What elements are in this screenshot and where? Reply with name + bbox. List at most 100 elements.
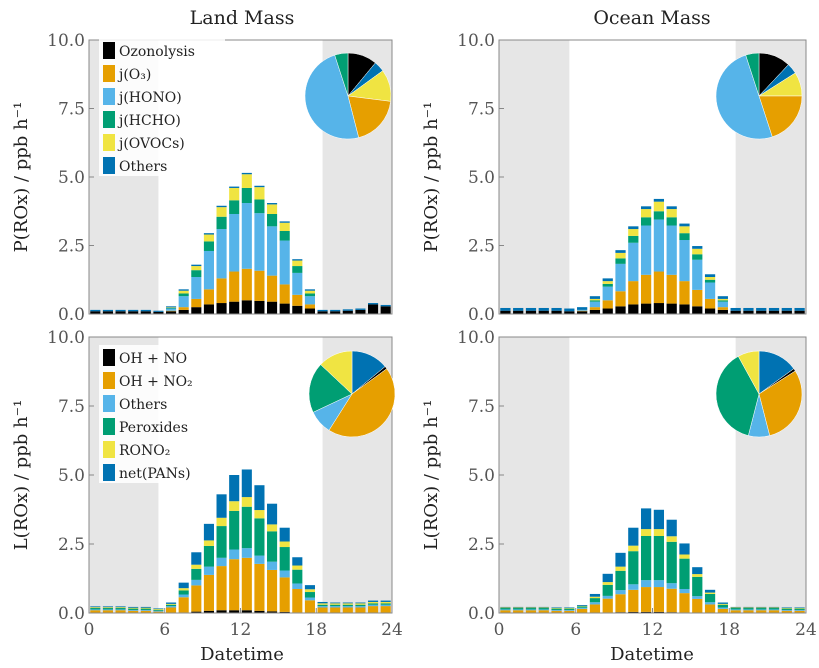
bar-segment: [564, 610, 575, 613]
bar-segment: [304, 585, 315, 590]
y-tick-label: 0.0: [468, 305, 495, 325]
legend-box: [99, 345, 225, 483]
bar-segment: [304, 289, 315, 291]
bar-segment: [525, 608, 537, 610]
bar-segment: [90, 311, 101, 314]
y-tick-label: 10.0: [457, 31, 495, 51]
bar-segment: [292, 305, 303, 314]
bar-segment: [717, 296, 728, 299]
legend-swatch: [103, 441, 115, 458]
bar-segment: [602, 598, 613, 613]
y-tick-label: 10.0: [457, 328, 495, 348]
bar-segment: [551, 307, 562, 311]
y-tick-label: 10.0: [47, 328, 85, 348]
bar-segment: [513, 606, 524, 608]
bar-segment: [640, 508, 652, 530]
bar-segment: [355, 606, 366, 608]
bar-segment: [628, 527, 639, 546]
bar-segment: [564, 608, 575, 609]
bar-segment: [102, 610, 113, 613]
legend-label: j(HONO): [117, 90, 182, 106]
panel-ocean-production: 0.0 2.5 5.0 7.5 10.0 P(ROx) / ppb h⁻¹: [421, 31, 807, 325]
bar-segment: [153, 609, 164, 611]
bar-segment: [267, 611, 278, 613]
bar-segment: [140, 609, 151, 611]
bar-segment: [679, 226, 690, 234]
legend-swatch: [103, 464, 115, 481]
bar-segment: [166, 306, 177, 308]
bar-segment: [355, 602, 366, 604]
bar-segment: [380, 304, 391, 307]
x-tick-label: 12: [642, 620, 664, 640]
bar-segment: [241, 548, 252, 558]
bar-segment: [368, 606, 379, 613]
bar-segment: [743, 608, 754, 610]
bar-segment: [794, 608, 805, 609]
bar-segment: [692, 306, 703, 314]
bar-segment: [166, 606, 177, 608]
y-tick-label: 7.5: [468, 397, 495, 417]
bar-segment: [203, 566, 214, 575]
bar-segment: [241, 172, 252, 175]
bar-segment: [551, 610, 562, 613]
bar-segment: [538, 607, 549, 609]
bar-segment: [768, 606, 780, 608]
bar-segment: [679, 233, 690, 241]
bar-segment: [254, 270, 265, 301]
bar-segment: [140, 606, 151, 608]
bar-segment: [717, 307, 728, 310]
bar-segment: [90, 309, 101, 312]
bar-segment: [254, 300, 265, 314]
bar-segment: [628, 545, 639, 552]
bar-segment: [342, 602, 353, 604]
bar-segment: [241, 469, 252, 498]
bar-segment: [500, 608, 511, 610]
pie-slice: [304, 54, 359, 140]
bar-segment: [666, 303, 677, 314]
bar-segment: [513, 307, 524, 311]
bar-segment: [666, 519, 677, 537]
bar-segment: [589, 300, 601, 302]
bar-segment: [241, 506, 252, 549]
bar-segment: [279, 240, 290, 285]
pie-slice: [347, 95, 391, 138]
bar-segment: [191, 264, 202, 267]
bar-segment: [756, 609, 767, 611]
bar-segment: [178, 296, 189, 308]
bar-segment: [640, 303, 652, 314]
pie-slice: [737, 350, 760, 395]
bar-segment: [730, 307, 741, 311]
bar-segment: [717, 608, 728, 613]
bar-segment: [203, 610, 214, 613]
bar-segment: [191, 552, 202, 565]
bar-segment: [768, 610, 780, 613]
bar-segment: [628, 304, 639, 314]
bar-segment: [267, 275, 278, 302]
bar-segment: [781, 307, 792, 311]
bar-segment: [254, 199, 265, 214]
legend-label: j(O₃): [117, 67, 151, 83]
bar-segment: [191, 266, 202, 271]
bar-segment: [589, 309, 601, 314]
y-tick-label: 0.0: [58, 305, 85, 325]
x-tick-label: 24: [795, 620, 817, 640]
bar-segment: [628, 589, 639, 612]
bar-segment: [525, 307, 537, 311]
bar-segment: [140, 608, 151, 610]
bar-segment: [577, 607, 588, 609]
bar-segment: [640, 535, 652, 581]
bar-segment: [538, 310, 549, 314]
legend-label: Ozonolysis: [119, 44, 195, 60]
bar-segment: [342, 606, 353, 608]
bar-segment: [342, 607, 353, 613]
bar-segment: [513, 609, 524, 611]
bar-segment: [704, 308, 716, 314]
bar-segment: [589, 596, 601, 599]
bar-segment: [679, 554, 690, 559]
bar-segment: [229, 187, 240, 201]
legend-swatch: [103, 88, 115, 105]
bar-segment: [704, 593, 716, 603]
x-tick-label: 12: [230, 620, 252, 640]
bar-segment: [330, 606, 341, 608]
x-tick-label: 6: [159, 620, 170, 640]
